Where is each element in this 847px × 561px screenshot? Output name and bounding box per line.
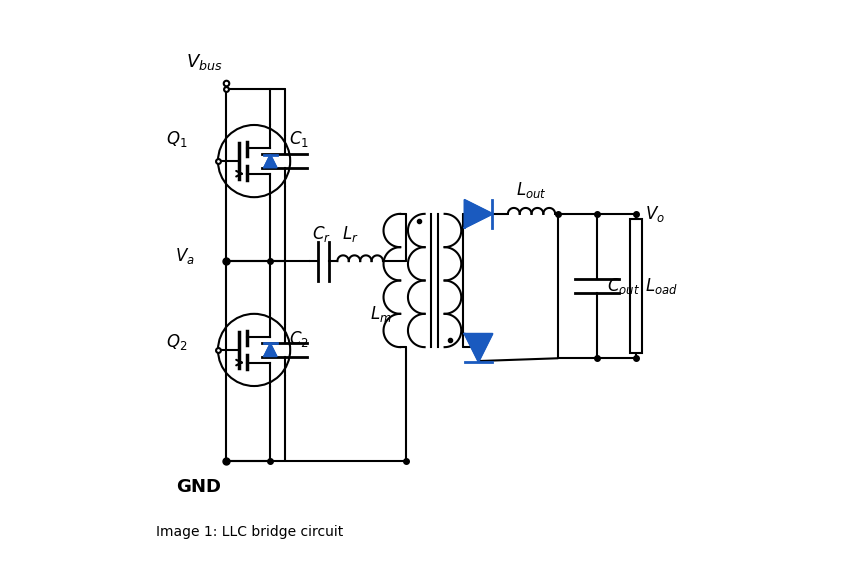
Text: $C_r$: $C_r$	[312, 224, 331, 245]
Text: $L_{oad}$: $L_{oad}$	[645, 276, 678, 296]
Text: $\mathbf{GND}$: $\mathbf{GND}$	[176, 477, 222, 496]
Polygon shape	[263, 343, 277, 356]
Text: Image 1: LLC bridge circuit: Image 1: LLC bridge circuit	[156, 525, 343, 539]
Text: $L_r$: $L_r$	[342, 224, 358, 245]
Text: $V_o$: $V_o$	[645, 204, 665, 224]
Text: $C_{out}$: $C_{out}$	[606, 276, 639, 296]
Text: $Q_1$: $Q_1$	[166, 129, 187, 149]
Polygon shape	[263, 155, 277, 168]
Text: $V_{bus}$: $V_{bus}$	[185, 52, 223, 72]
Text: $C_2$: $C_2$	[289, 329, 309, 349]
Polygon shape	[465, 334, 492, 362]
Text: $L_m$: $L_m$	[370, 304, 392, 324]
Bar	[629, 219, 642, 353]
Text: $V_a$: $V_a$	[175, 246, 195, 265]
Polygon shape	[465, 200, 492, 228]
Text: $Q_2$: $Q_2$	[166, 332, 187, 352]
Text: $C_1$: $C_1$	[289, 129, 309, 149]
Text: $L_{out}$: $L_{out}$	[516, 180, 547, 200]
